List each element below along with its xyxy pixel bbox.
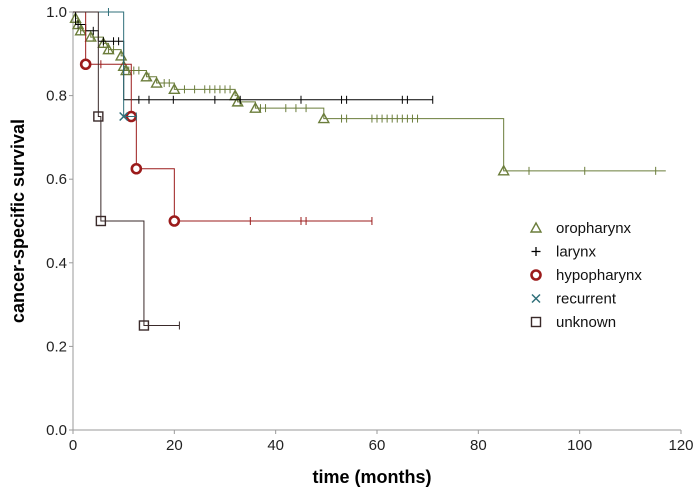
event-marker: [79, 58, 92, 71]
event-marker: [140, 70, 153, 82]
legend-label: oropharynx: [556, 220, 632, 237]
x-tick-label: 120: [668, 437, 693, 454]
x-tick-label: 40: [267, 437, 284, 454]
circle-icon: [530, 269, 542, 281]
x-tick-label: 0: [69, 437, 77, 454]
event-marker: [102, 43, 115, 55]
y-tick-label: 0.2: [46, 338, 67, 355]
legend-label: hypopharynx: [556, 267, 642, 284]
event-marker: [119, 111, 129, 122]
survival-line-larynx: [73, 11, 433, 101]
legend-item-larynx: larynx: [531, 244, 597, 261]
survival-line-unknown: [73, 11, 180, 326]
legend-label: unknown: [556, 314, 616, 331]
plus-icon: [531, 247, 541, 256]
legend-item-oropharynx: oropharynx: [529, 220, 632, 237]
event-marker: [93, 111, 104, 122]
legend-label: recurrent: [556, 291, 617, 308]
series-unknown: [73, 11, 180, 331]
legend-item-hypopharynx: hypopharynx: [530, 267, 642, 284]
square-icon: [530, 316, 542, 328]
event-marker: [168, 82, 181, 95]
series-oropharynx: [69, 11, 666, 176]
event-marker: [168, 215, 181, 227]
x-tick-label: 100: [567, 437, 592, 454]
legend-item-recurrent: recurrent: [531, 291, 617, 308]
legend-item-unknown: unknown: [530, 314, 616, 331]
x-icon: [531, 293, 541, 304]
event-marker: [97, 36, 110, 49]
x-tick-label: 80: [470, 437, 487, 454]
event-marker: [249, 101, 262, 113]
y-tick-label: 1.0: [46, 4, 67, 21]
y-axis-title: cancer-specific survival: [8, 119, 28, 323]
legend-label: larynx: [556, 244, 597, 261]
series-larynx: [73, 11, 434, 104]
event-marker: [84, 30, 97, 42]
y-tick-label: 0.4: [46, 255, 67, 272]
event-marker: [74, 24, 87, 36]
series: [69, 8, 666, 331]
x-tick-label: 60: [369, 437, 386, 454]
triangle-icon: [529, 221, 543, 233]
survival-line-oropharynx: [73, 11, 666, 172]
y-tick-label: 0.6: [46, 171, 67, 188]
y-tick-label: 0.8: [46, 88, 67, 105]
legend: oropharynx larynx hypopharynx recurrent unkn…: [529, 220, 642, 331]
ticks: 0 20 40 60 80 100 120 0.0 0.2 0.4 0.6 0.8 1.0: [46, 4, 693, 454]
y-tick-label: 0.0: [46, 422, 67, 439]
event-marker: [317, 112, 330, 124]
event-marker: [130, 162, 143, 175]
event-marker: [497, 164, 510, 176]
event-marker: [138, 320, 150, 331]
event-marker: [150, 76, 163, 88]
survival-line-hypopharynx: [73, 11, 372, 222]
x-axis-title: time (months): [313, 467, 432, 487]
x-tick-label: 20: [166, 437, 183, 454]
event-marker: [95, 215, 107, 227]
